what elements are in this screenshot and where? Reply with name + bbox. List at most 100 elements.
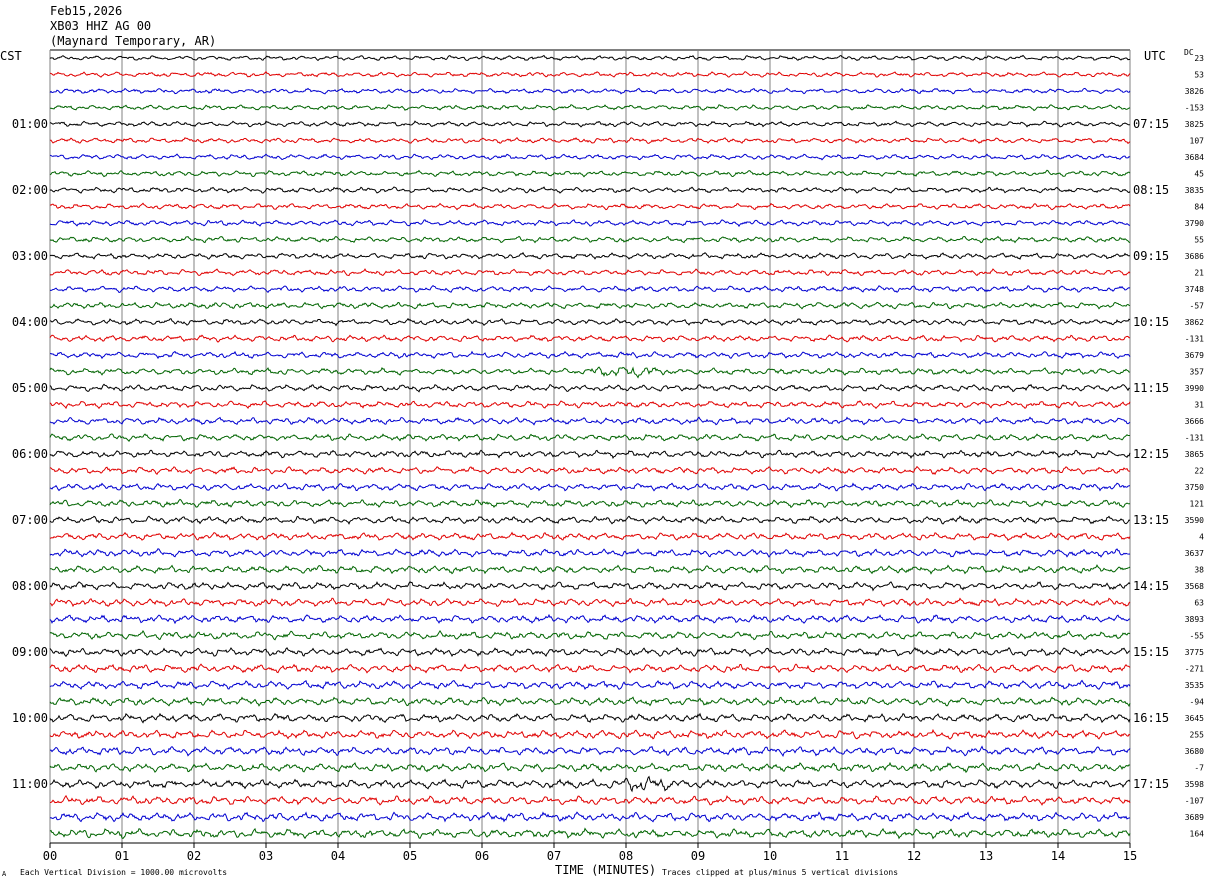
trace-line-green	[49, 629, 1131, 641]
hour-label-left: 06:00	[12, 447, 48, 461]
station-label: XB03 HHZ AG 00	[50, 19, 152, 33]
trace-line-blue	[49, 482, 1131, 492]
dc-offset-label: 3990	[1185, 384, 1204, 393]
dc-offset-label: 107	[1190, 137, 1205, 146]
hour-label-left: 03:00	[12, 249, 48, 263]
dc-offset-label: 4	[1199, 533, 1204, 542]
trace-line-blue	[49, 679, 1131, 691]
x-tick-label: 15	[1123, 849, 1137, 863]
dc-offset-label: 3826	[1185, 87, 1204, 96]
dc-offset-label: 255	[1190, 731, 1205, 740]
dc-offset-label: 3893	[1185, 615, 1204, 624]
trace-line-red	[49, 728, 1131, 740]
dc-offset-label: 21	[1194, 269, 1204, 278]
trace-line-black	[49, 581, 1131, 592]
trace-line-green	[49, 169, 1131, 178]
hour-label-left: 05:00	[12, 381, 48, 395]
trace-line-black	[49, 120, 1131, 128]
dc-offset-label: 3598	[1185, 780, 1204, 789]
dc-offset-label: -55	[1190, 632, 1205, 641]
dc-offset-label: 357	[1190, 368, 1205, 377]
hour-label-left: 11:00	[12, 777, 48, 791]
dc-offset-label: 23	[1194, 54, 1204, 63]
trace-line-blue	[49, 811, 1131, 823]
dc-offset-label: 3568	[1185, 582, 1204, 591]
x-tick-label: 03	[259, 849, 273, 863]
trace-line-green	[49, 498, 1131, 509]
dc-offset-label: 3666	[1185, 417, 1204, 426]
x-tick-label: 11	[835, 849, 849, 863]
trace-line-black	[49, 251, 1131, 260]
trace-line-green	[49, 301, 1131, 310]
dc-offset-label: 3862	[1185, 318, 1204, 327]
trace-line-green	[49, 827, 1131, 840]
scale-note: Each Vertical Division = 1000.00 microvo…	[20, 868, 228, 877]
x-tick-label: 09	[691, 849, 705, 863]
trace-line-red	[49, 268, 1131, 277]
dc-offset-label: -7	[1194, 764, 1204, 773]
trace-line-black	[49, 186, 1131, 194]
dc-offset-label: 3535	[1185, 681, 1204, 690]
trace-line-red	[49, 70, 1131, 78]
hour-label-right: 16:15	[1133, 711, 1169, 725]
trace-line-red	[49, 137, 1131, 145]
x-tick-label: 04	[331, 849, 345, 863]
trace-line-blue	[49, 613, 1131, 625]
trace-line-black	[49, 383, 1130, 393]
trace-line-black	[49, 712, 1131, 724]
dc-offset-label: 63	[1194, 599, 1204, 608]
x-tick-label: 07	[547, 849, 561, 863]
location-label: (Maynard Temporary, AR)	[50, 34, 217, 48]
x-tick-label: 10	[763, 849, 777, 863]
dc-offset-label: 45	[1194, 170, 1204, 179]
hour-label-right: 08:15	[1133, 183, 1169, 197]
x-tick-label: 00	[43, 849, 57, 863]
trace-line-black	[49, 515, 1131, 525]
traces-group	[49, 54, 1131, 840]
trace-line-green	[49, 696, 1131, 708]
x-tick-label: 02	[187, 849, 201, 863]
dc-offset-label: 3750	[1185, 483, 1204, 492]
x-tick-label: 06	[475, 849, 489, 863]
dc-offset-label: 3637	[1185, 549, 1204, 558]
trace-line-blue	[49, 87, 1131, 95]
hour-label-left: 10:00	[12, 711, 48, 725]
corner-mark: A	[2, 870, 7, 878]
trace-line-blue	[49, 745, 1131, 757]
hour-label-left: 07:00	[12, 513, 48, 527]
hour-label-left: 04:00	[12, 315, 48, 329]
dc-offset-label: 3684	[1185, 153, 1204, 162]
dc-offset-label: 3790	[1185, 219, 1204, 228]
trace-line-black	[49, 775, 1131, 793]
trace-line-blue	[49, 416, 1131, 426]
dc-offset-label: -94	[1190, 698, 1205, 707]
hour-label-right: 09:15	[1133, 249, 1169, 263]
hour-label-right: 13:15	[1133, 513, 1169, 527]
trace-line-black	[49, 646, 1131, 658]
trace-line-red	[49, 794, 1131, 806]
hour-label-right: 12:15	[1133, 447, 1169, 461]
x-tick-label: 13	[979, 849, 993, 863]
hour-label-left: 02:00	[12, 183, 48, 197]
trace-line-red	[49, 531, 1131, 542]
dc-offset-label: 3825	[1185, 120, 1204, 129]
trace-line-red	[49, 663, 1131, 674]
hour-label-right: 11:15	[1133, 381, 1169, 395]
trace-line-green	[49, 366, 1131, 379]
hour-label-right: 14:15	[1133, 579, 1169, 593]
trace-line-black	[49, 54, 1131, 62]
dc-offset-label: 31	[1194, 401, 1204, 410]
dc-offset-label: -131	[1185, 335, 1204, 344]
dc-offset-label: 3590	[1185, 516, 1204, 525]
trace-line-green	[49, 761, 1131, 774]
hour-label-right: 17:15	[1133, 777, 1169, 791]
x-tick-label: 01	[115, 849, 129, 863]
dc-offset-label: -107	[1185, 797, 1204, 806]
dc-offset-label: 3686	[1185, 252, 1204, 261]
date-label: Feb15,2026	[50, 4, 123, 18]
trace-line-red	[49, 334, 1131, 343]
trace-line-blue	[49, 219, 1131, 228]
x-tick-label: 14	[1051, 849, 1065, 863]
dc-offset-label: -131	[1185, 434, 1204, 443]
